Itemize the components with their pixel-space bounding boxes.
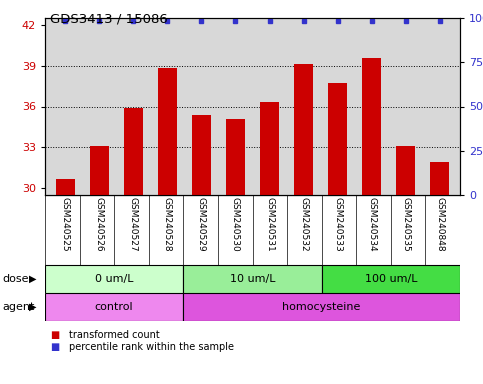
Text: GSM240531: GSM240531 xyxy=(265,197,274,252)
Bar xyxy=(45,293,184,321)
Text: ■: ■ xyxy=(50,330,59,340)
Text: 0 um/L: 0 um/L xyxy=(95,274,133,284)
Bar xyxy=(396,146,415,195)
Bar xyxy=(328,83,347,195)
Text: control: control xyxy=(95,302,133,312)
Text: GSM240535: GSM240535 xyxy=(401,197,410,252)
Text: percentile rank within the sample: percentile rank within the sample xyxy=(69,342,234,352)
Bar xyxy=(362,58,381,195)
Bar xyxy=(430,162,449,195)
Text: GSM240526: GSM240526 xyxy=(95,197,104,252)
Bar xyxy=(45,265,184,293)
Text: dose: dose xyxy=(2,274,29,284)
Text: GSM240529: GSM240529 xyxy=(197,197,206,252)
Bar xyxy=(124,108,143,195)
Text: GSM240528: GSM240528 xyxy=(163,197,172,252)
Text: GSM240848: GSM240848 xyxy=(435,197,444,252)
Bar xyxy=(294,64,313,195)
Bar xyxy=(90,146,109,195)
Text: GSM240534: GSM240534 xyxy=(367,197,376,252)
Bar xyxy=(184,265,322,293)
Text: 100 um/L: 100 um/L xyxy=(365,274,417,284)
Text: ▶: ▶ xyxy=(29,274,37,284)
Bar xyxy=(184,293,460,321)
Bar xyxy=(158,68,177,195)
Bar xyxy=(260,103,279,195)
Text: agent: agent xyxy=(2,302,35,312)
Text: ▶: ▶ xyxy=(29,302,37,312)
Text: GSM240532: GSM240532 xyxy=(299,197,308,252)
Text: 10 um/L: 10 um/L xyxy=(230,274,275,284)
Text: transformed count: transformed count xyxy=(69,330,160,340)
Bar xyxy=(56,179,75,195)
Text: GSM240527: GSM240527 xyxy=(129,197,138,252)
Text: GSM240530: GSM240530 xyxy=(231,197,240,252)
Bar xyxy=(192,115,211,195)
Text: GSM240533: GSM240533 xyxy=(333,197,342,252)
Bar xyxy=(322,265,460,293)
Bar xyxy=(226,119,245,195)
Text: GDS3413 / 15086: GDS3413 / 15086 xyxy=(50,12,168,25)
Text: ■: ■ xyxy=(50,342,59,352)
Text: GSM240525: GSM240525 xyxy=(61,197,70,252)
Text: homocysteine: homocysteine xyxy=(283,302,361,312)
